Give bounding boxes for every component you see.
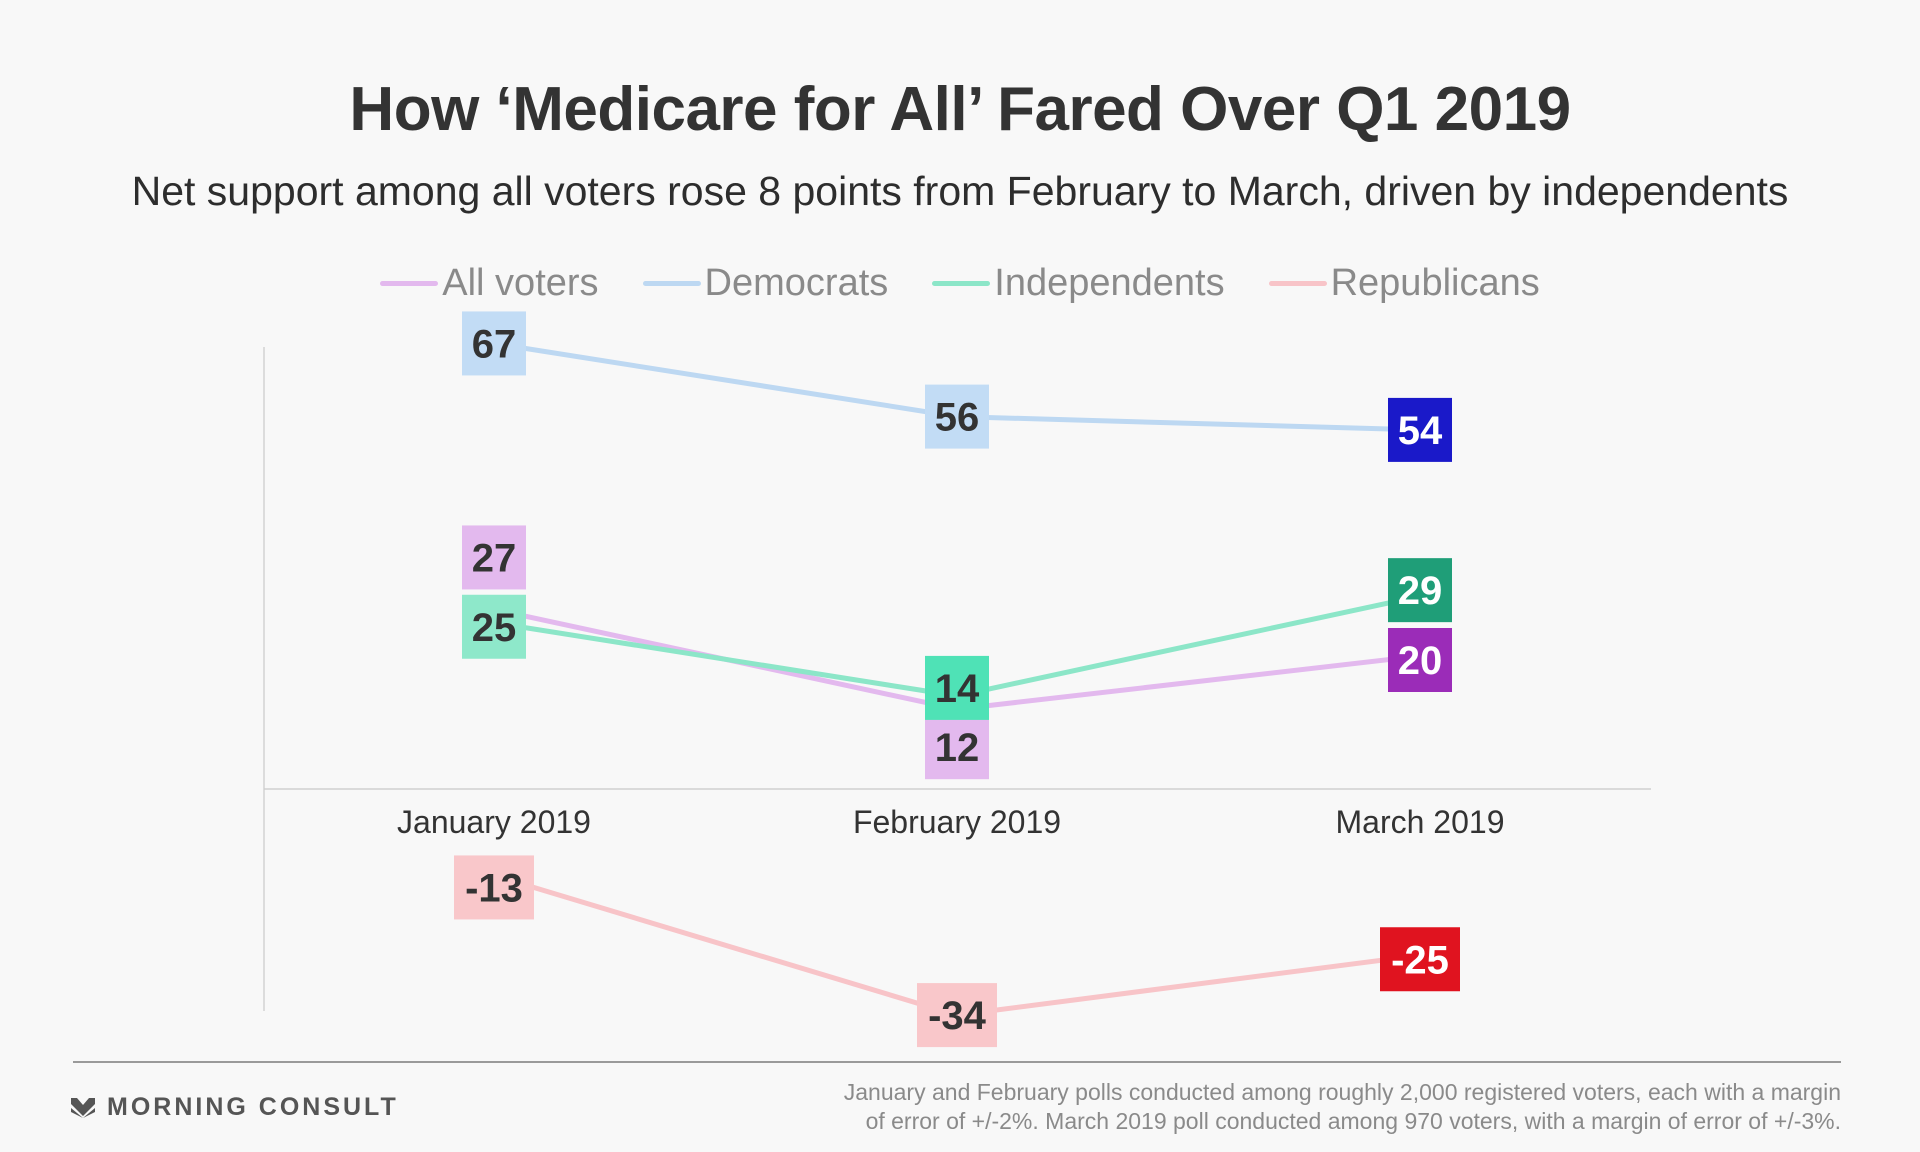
chart-subtitle: Net support among all voters rose 8 poin… (131, 168, 1789, 214)
data-label: 27 (472, 536, 517, 580)
x-tick-label: January 2019 (397, 804, 591, 840)
legend-swatch-independents (932, 281, 991, 286)
data-label: 54 (1398, 409, 1443, 453)
legend-item-republicans: Republicans (1268, 262, 1540, 305)
data-label-box (925, 715, 989, 780)
legend-item-all-voters: All voters (380, 262, 599, 305)
data-label-box (925, 384, 989, 449)
data-label-box (1380, 927, 1460, 992)
legend-swatch-all-voters (380, 281, 439, 286)
data-label: 12 (935, 726, 980, 770)
brand-name: MORNING CONSULT (107, 1093, 399, 1121)
data-label-box (462, 594, 526, 659)
x-tick-label: February 2019 (853, 804, 1061, 840)
legend-label-all-voters: All voters (442, 262, 599, 304)
legend-item-independents: Independents (932, 262, 1225, 305)
data-label-box (1388, 397, 1452, 462)
data-label: 14 (935, 667, 980, 711)
data-label: 29 (1398, 569, 1443, 613)
brand-logo: MORNING CONSULT (71, 1093, 399, 1122)
data-label: -25 (1391, 938, 1449, 982)
data-label: 56 (935, 396, 980, 440)
data-label: 20 (1398, 639, 1443, 683)
data-label-box (925, 655, 989, 720)
legend-label-republicans: Republicans (1330, 262, 1540, 304)
data-label-box (917, 983, 997, 1048)
morning-consult-logo-icon (71, 1097, 95, 1118)
legend-swatch-democrats (642, 281, 701, 286)
legend-label-independents: Independents (994, 262, 1225, 304)
legend: All voters Democrats Independents Republ… (0, 262, 1920, 305)
data-label-box (454, 855, 534, 920)
footer-divider (73, 1061, 1841, 1063)
chart-title: How ‘Medicare for All’ Fared Over Q1 201… (349, 75, 1571, 144)
data-label: -13 (465, 866, 523, 910)
x-tick-label: March 2019 (1336, 804, 1505, 840)
methodology-note: January and February polls conducted amo… (741, 1078, 1841, 1136)
data-label: -34 (928, 994, 987, 1038)
data-label: 25 (472, 606, 517, 650)
legend-label-democrats: Democrats (704, 262, 889, 304)
methodology-note-line-2: of error of +/-2%. March 2019 poll condu… (865, 1108, 1841, 1134)
data-label-box (1388, 628, 1452, 692)
data-label-box (1388, 558, 1452, 623)
legend-swatch-republicans (1268, 281, 1327, 286)
data-label-box (462, 311, 526, 376)
legend-item-democrats: Democrats (642, 262, 889, 305)
data-label: 67 (472, 322, 517, 366)
data-label-box (462, 525, 526, 590)
methodology-note-line-1: January and February polls conducted amo… (843, 1079, 1841, 1105)
